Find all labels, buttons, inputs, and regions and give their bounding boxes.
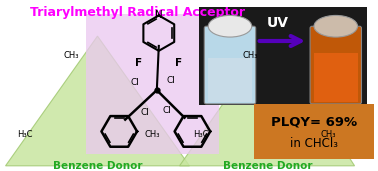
FancyBboxPatch shape (310, 26, 361, 104)
Text: Cl: Cl (162, 106, 171, 115)
Text: Cl: Cl (166, 76, 175, 85)
Text: PLQY= 69%: PLQY= 69% (271, 115, 357, 128)
Text: Cl: Cl (131, 78, 139, 87)
Text: F: F (175, 58, 182, 68)
Text: Cl: Cl (141, 108, 149, 117)
Text: CH₃: CH₃ (320, 130, 336, 139)
FancyBboxPatch shape (199, 7, 367, 105)
Text: H₃C: H₃C (194, 130, 209, 139)
Text: Triarylmethyl Radical Acceptor: Triarylmethyl Radical Acceptor (29, 6, 245, 19)
Ellipse shape (314, 15, 358, 37)
FancyBboxPatch shape (208, 58, 252, 102)
Text: H₃C: H₃C (17, 130, 33, 139)
FancyBboxPatch shape (204, 26, 256, 104)
Ellipse shape (208, 15, 252, 37)
Text: N: N (155, 10, 163, 21)
Text: F: F (135, 58, 143, 68)
Text: Benzene Donor: Benzene Donor (223, 161, 312, 171)
Text: CH₃: CH₃ (243, 51, 259, 60)
Polygon shape (6, 36, 189, 166)
Text: CH₃: CH₃ (63, 51, 79, 60)
FancyBboxPatch shape (314, 53, 358, 102)
FancyBboxPatch shape (254, 104, 374, 159)
Text: in CHCl₃: in CHCl₃ (290, 137, 338, 150)
Text: UV: UV (266, 16, 288, 30)
Text: Benzene Donor: Benzene Donor (53, 161, 142, 171)
Polygon shape (180, 36, 355, 166)
FancyBboxPatch shape (86, 15, 219, 154)
Text: CH₃: CH₃ (144, 130, 160, 139)
